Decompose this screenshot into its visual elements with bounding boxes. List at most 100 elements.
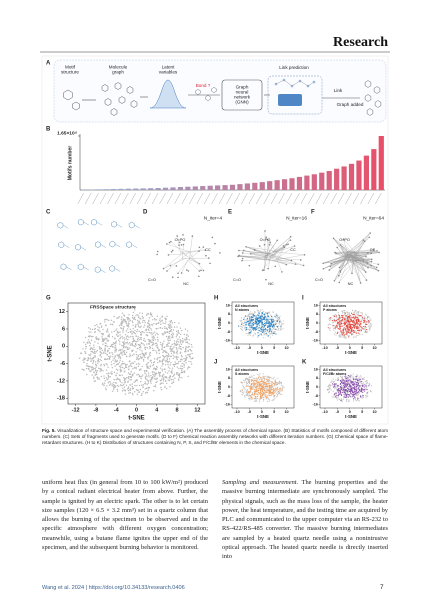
point: [344, 394, 346, 396]
point: [132, 362, 134, 364]
network-edge: [250, 253, 269, 256]
point: [359, 386, 361, 388]
point: [280, 321, 282, 323]
point: [127, 317, 129, 320]
network-node: [198, 270, 201, 272]
network-node: [370, 258, 373, 261]
network-node: [168, 241, 171, 244]
point: [336, 390, 338, 392]
point: [156, 366, 158, 368]
point: [245, 322, 247, 324]
point: [276, 384, 278, 386]
category-tick-placeholder: [107, 192, 114, 205]
point: [131, 373, 134, 376]
point: [139, 334, 142, 336]
network-node: [166, 243, 168, 245]
point: [353, 331, 355, 333]
point: [253, 388, 255, 390]
point: [128, 336, 130, 338]
point: [269, 376, 271, 379]
point: [345, 381, 347, 383]
point: [276, 317, 278, 320]
point: [170, 333, 173, 336]
point: [265, 322, 267, 324]
point: [269, 392, 271, 394]
graph-edge: [291, 80, 301, 87]
point: [241, 389, 243, 391]
point: [345, 375, 347, 378]
point: [138, 391, 141, 393]
point: [107, 366, 109, 369]
point: [243, 391, 245, 393]
point: [351, 320, 353, 322]
point: [253, 383, 256, 385]
point: [349, 377, 351, 379]
point: [266, 379, 268, 381]
network-node: [171, 276, 174, 279]
point: [145, 387, 148, 390]
point: [269, 385, 271, 387]
point: [263, 381, 265, 384]
point: [161, 361, 163, 363]
point: [365, 327, 367, 329]
point: [95, 373, 98, 376]
point: [369, 390, 372, 392]
point: [85, 346, 87, 348]
point: [363, 390, 366, 392]
point: [132, 368, 134, 370]
point: [162, 322, 164, 324]
point: [141, 374, 144, 376]
point: [92, 361, 95, 363]
point: [136, 379, 138, 382]
point: [265, 312, 267, 314]
body-left-column: uniform heat flux (in general from 10 to…: [42, 479, 208, 552]
point: [354, 389, 356, 391]
point: [259, 375, 261, 377]
network-node: [177, 272, 179, 275]
point: [109, 345, 112, 348]
bar: [237, 184, 243, 190]
point: [164, 364, 167, 366]
point: [246, 327, 248, 329]
bar: [326, 171, 332, 190]
network-node: [338, 281, 341, 284]
point: [275, 389, 277, 391]
point: [120, 344, 123, 347]
point: [131, 350, 133, 352]
point: [136, 314, 139, 316]
point: [259, 395, 262, 397]
point: [338, 320, 340, 322]
point: [260, 333, 262, 335]
point: [114, 349, 116, 352]
point: [363, 322, 365, 324]
point: [346, 333, 348, 335]
graph-edge: [283, 79, 293, 87]
bond-sketch: [80, 246, 87, 251]
point: [88, 354, 90, 356]
point: [282, 323, 284, 325]
point: [162, 380, 165, 382]
point: [154, 358, 156, 360]
bond-sketch: [96, 222, 103, 226]
point: [338, 336, 341, 338]
point: [251, 320, 253, 322]
point: [100, 356, 103, 358]
network-edge: [277, 236, 291, 260]
point: [252, 382, 254, 384]
point: [246, 328, 248, 330]
network-node: [285, 243, 288, 246]
point: [186, 330, 189, 332]
point: [167, 379, 169, 381]
point: [173, 350, 175, 352]
point: [173, 352, 175, 354]
point: [360, 326, 362, 328]
point: [146, 367, 149, 369]
point: [186, 346, 188, 348]
point: [113, 378, 115, 381]
point: [333, 384, 335, 386]
point: [342, 334, 344, 337]
point: [340, 399, 342, 402]
bar: [244, 183, 250, 190]
point: [278, 321, 281, 323]
y-axis-title: t-SNE: [48, 345, 54, 361]
